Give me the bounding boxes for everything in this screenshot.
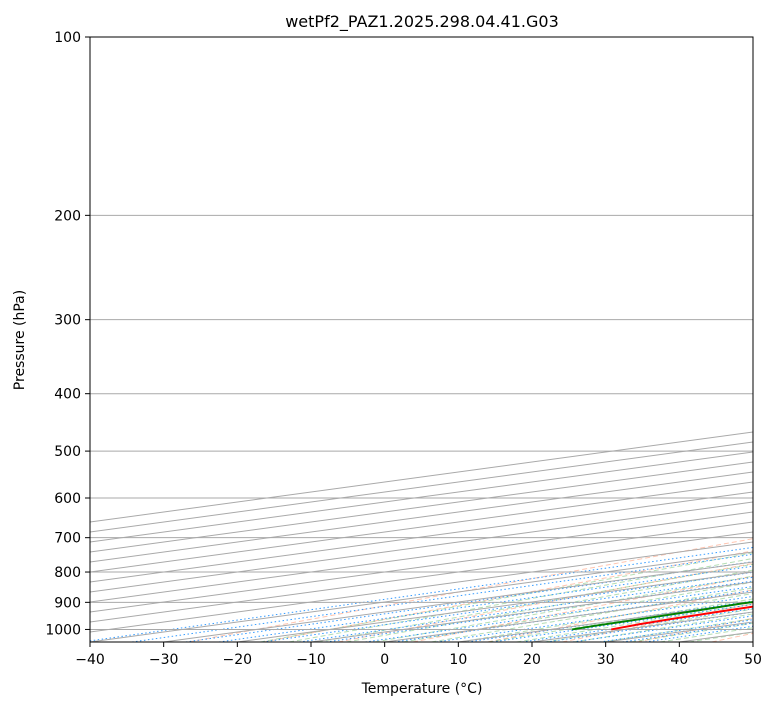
moist-adiabat-line xyxy=(459,592,753,642)
y-tick-label: 900 xyxy=(54,595,81,611)
isotherm-line xyxy=(90,461,753,553)
y-tick-label: 300 xyxy=(54,313,81,329)
isobars xyxy=(90,37,753,630)
x-axis: −40 −30 −20 −10 0 10 20 30 40 50 xyxy=(75,642,762,668)
mixing-ratio-line xyxy=(90,546,753,642)
plot-area xyxy=(90,37,753,642)
isotherm-line xyxy=(90,491,753,583)
x-axis-title: Temperature (°C) xyxy=(361,681,483,697)
y-tick-label: 1000 xyxy=(45,622,81,638)
dry-adiabat-line xyxy=(338,562,753,642)
mixing-ratio-line xyxy=(522,608,753,642)
isotherm-line xyxy=(90,481,753,573)
x-tick-label: 50 xyxy=(744,652,762,668)
moist-adiabat-line xyxy=(260,552,753,642)
isotherm-line xyxy=(90,531,753,623)
x-tick-label: −30 xyxy=(149,652,179,668)
x-tick-label: 20 xyxy=(523,652,541,668)
dry-adiabats xyxy=(188,538,753,642)
mixing-ratio-line xyxy=(436,595,753,642)
y-tick-label: 500 xyxy=(54,444,81,460)
isotherms xyxy=(90,431,753,642)
mixing-ratio-line xyxy=(492,603,753,642)
moist-adiabat-line xyxy=(317,563,753,642)
isotherm-line xyxy=(90,521,753,613)
y-tick-label: 700 xyxy=(54,531,81,547)
y-tick-label: 400 xyxy=(54,387,81,403)
plot-frame xyxy=(89,36,754,643)
x-tick-label: 40 xyxy=(670,652,688,668)
x-tick-label: −10 xyxy=(296,652,326,668)
dry-adiabat-line xyxy=(487,589,753,642)
isotherm-line xyxy=(90,471,753,563)
x-tick-label: −40 xyxy=(75,652,105,668)
dry-adiabat-line xyxy=(263,550,753,642)
moist-adiabat-line xyxy=(403,581,753,642)
y-axis-title: Pressure (hPa) xyxy=(12,290,28,390)
plot-layers: 0.10.20.40.611.52346810131620253036-100-… xyxy=(90,37,753,642)
moist-adiabats xyxy=(260,552,753,642)
isotherm-line xyxy=(90,451,753,543)
y-tick-label: 200 xyxy=(54,208,81,224)
dry-adiabat-line xyxy=(412,575,753,642)
mixing-ratio-line xyxy=(131,553,753,642)
x-tick-label: 0 xyxy=(380,652,389,668)
isotherm-line xyxy=(90,501,753,593)
y-axis: 100 200 300 400 500 600 700 800 900 1000 xyxy=(45,30,90,638)
isotherm-line xyxy=(90,511,753,603)
moist-adiabat-line xyxy=(346,569,753,642)
y-tick-label: 800 xyxy=(54,565,81,581)
chart-title: wetPf2_PAZ1.2025.298.04.41.G03 xyxy=(285,12,559,32)
y-tick-label: 100 xyxy=(54,30,81,46)
y-tick-label: 600 xyxy=(54,491,81,507)
x-tick-label: 10 xyxy=(449,652,467,668)
x-tick-label: −20 xyxy=(223,652,253,668)
x-tick-label: 30 xyxy=(597,652,615,668)
isotherm-line xyxy=(752,641,753,642)
